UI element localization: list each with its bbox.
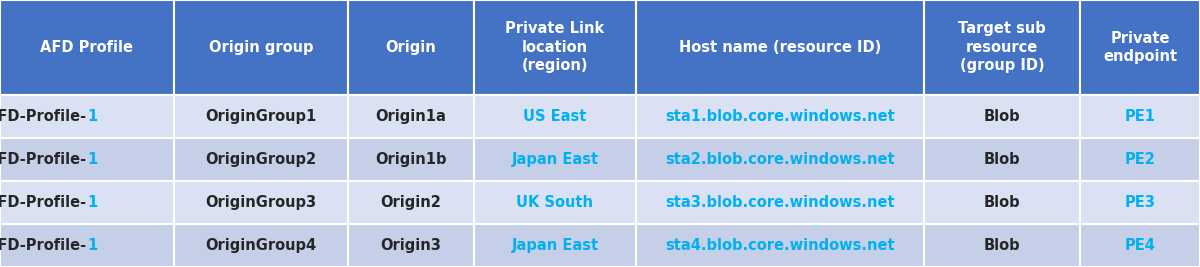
Text: Origin1a: Origin1a [376, 109, 446, 124]
Text: Private
endpoint: Private endpoint [1103, 31, 1177, 64]
Text: 1: 1 [88, 195, 97, 210]
Bar [348, 95, 474, 138]
Text: 1: 1 [88, 238, 97, 253]
Text: sta4.blob.core.windows.net: sta4.blob.core.windows.net [665, 238, 895, 253]
Text: Blob: Blob [984, 195, 1020, 210]
Text: sta3.blob.core.windows.net: sta3.blob.core.windows.net [665, 195, 895, 210]
Bar [0, 95, 174, 138]
Text: Private Link
location
(region): Private Link location (region) [505, 21, 605, 73]
Bar [924, 224, 1080, 267]
Bar [0, 224, 174, 267]
Bar [1080, 95, 1200, 138]
Text: Blob: Blob [984, 152, 1020, 167]
Bar [924, 138, 1080, 181]
Text: Japan East: Japan East [511, 152, 599, 167]
Text: AFD-Profile-1: AFD-Profile-1 [32, 152, 142, 167]
Bar [0, 181, 174, 224]
Bar [636, 224, 924, 267]
Text: AFD-Profile-1: AFD-Profile-1 [32, 195, 142, 210]
Text: sta2.blob.core.windows.net: sta2.blob.core.windows.net [665, 152, 895, 167]
Text: AFD-Profile-1: AFD-Profile-1 [32, 109, 142, 124]
Text: AFD-Profile-: AFD-Profile- [0, 109, 88, 124]
Bar [474, 95, 636, 138]
Text: Blob: Blob [984, 238, 1020, 253]
Bar [1080, 224, 1200, 267]
Bar [1080, 181, 1200, 224]
Text: AFD-Profile-: AFD-Profile- [0, 238, 88, 253]
Text: PE3: PE3 [1124, 195, 1156, 210]
Text: OriginGroup1: OriginGroup1 [205, 109, 317, 124]
Bar [474, 181, 636, 224]
Bar [636, 0, 924, 95]
Text: Origin3: Origin3 [380, 238, 442, 253]
Bar [174, 95, 348, 138]
Bar [174, 224, 348, 267]
Text: 1: 1 [88, 152, 97, 167]
Text: OriginGroup3: OriginGroup3 [205, 195, 317, 210]
Text: sta1.blob.core.windows.net: sta1.blob.core.windows.net [665, 109, 895, 124]
Bar [474, 0, 636, 95]
Bar [174, 0, 348, 95]
Text: Origin1b: Origin1b [376, 152, 446, 167]
Text: US East: US East [523, 109, 587, 124]
Text: 1: 1 [88, 109, 97, 124]
Text: UK South: UK South [516, 195, 594, 210]
Bar [636, 138, 924, 181]
Bar [0, 138, 174, 181]
Bar [636, 95, 924, 138]
Bar [474, 138, 636, 181]
Text: PE2: PE2 [1124, 152, 1156, 167]
Bar [636, 181, 924, 224]
Text: Blob: Blob [984, 109, 1020, 124]
Bar [1080, 138, 1200, 181]
Bar [924, 0, 1080, 95]
Bar [924, 181, 1080, 224]
Text: Host name (resource ID): Host name (resource ID) [679, 40, 881, 55]
Bar [1080, 0, 1200, 95]
Text: Target sub
resource
(group ID): Target sub resource (group ID) [958, 21, 1046, 73]
Bar [348, 181, 474, 224]
Bar [348, 224, 474, 267]
Text: Japan East: Japan East [511, 238, 599, 253]
Bar [174, 181, 348, 224]
Text: Origin group: Origin group [209, 40, 313, 55]
Text: Origin2: Origin2 [380, 195, 442, 210]
Text: AFD-Profile-: AFD-Profile- [0, 195, 88, 210]
Text: OriginGroup4: OriginGroup4 [205, 238, 317, 253]
Text: AFD Profile: AFD Profile [41, 40, 133, 55]
Text: AFD-Profile-1: AFD-Profile-1 [32, 238, 142, 253]
Bar [0, 0, 174, 95]
Bar [924, 95, 1080, 138]
Text: PE1: PE1 [1124, 109, 1156, 124]
Text: Origin: Origin [385, 40, 437, 55]
Text: AFD-Profile-: AFD-Profile- [0, 152, 88, 167]
Text: PE4: PE4 [1124, 238, 1156, 253]
Bar [474, 224, 636, 267]
Bar [174, 138, 348, 181]
Bar [348, 0, 474, 95]
Text: OriginGroup2: OriginGroup2 [205, 152, 317, 167]
Bar [348, 138, 474, 181]
